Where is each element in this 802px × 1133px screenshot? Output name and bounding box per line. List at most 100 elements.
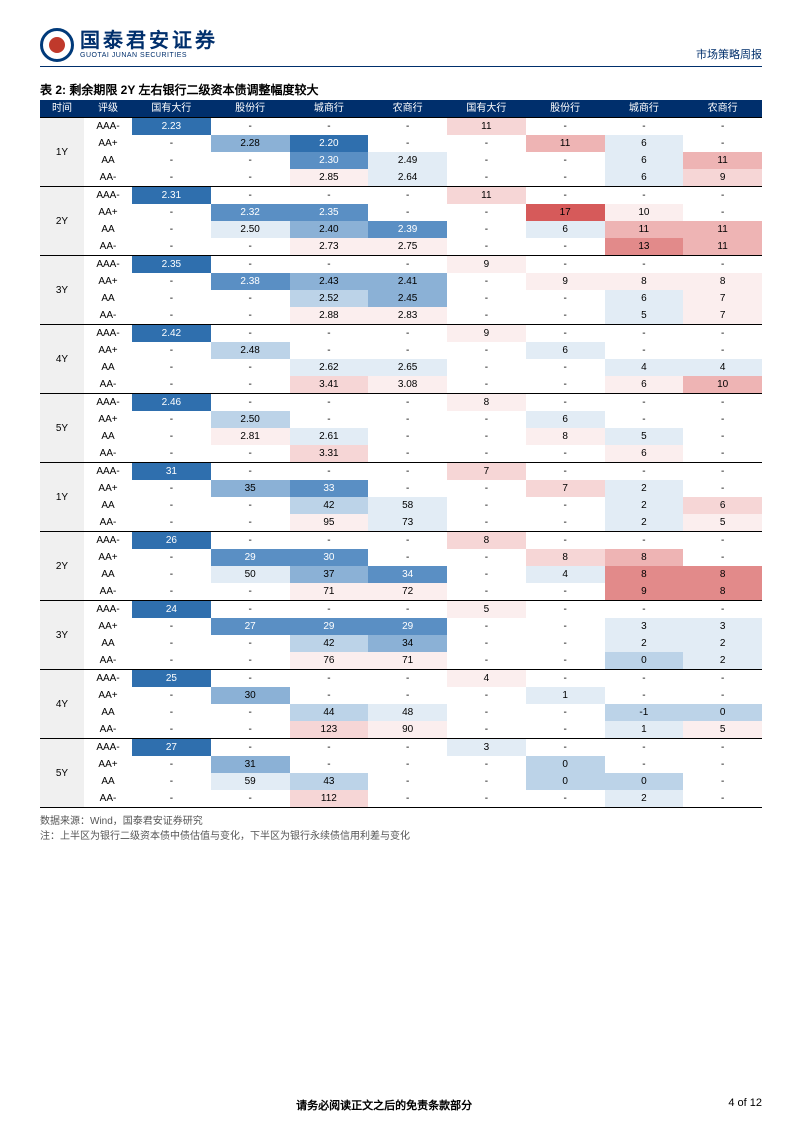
value-cell: 6	[526, 411, 605, 428]
value-cell: -	[605, 670, 684, 688]
value-cell: -	[132, 687, 211, 704]
grade-cell: AAA-	[84, 463, 132, 481]
grade-cell: AA-	[84, 583, 132, 601]
value-cell: -	[683, 342, 762, 359]
value-cell: 29	[368, 618, 447, 635]
value-cell: 3.31	[290, 445, 369, 463]
value-cell: 2.46	[132, 394, 211, 412]
value-cell: -	[211, 739, 290, 757]
value-cell: -	[132, 721, 211, 739]
value-cell: 8	[526, 428, 605, 445]
value-cell: -	[683, 790, 762, 808]
value-cell: 6	[526, 221, 605, 238]
value-cell: -	[211, 497, 290, 514]
value-cell: 2	[605, 480, 684, 497]
table-header-cell: 城商行	[605, 100, 684, 118]
table-header-cell: 股份行	[526, 100, 605, 118]
value-cell: -	[526, 514, 605, 532]
value-cell: 2	[605, 790, 684, 808]
logo-text-en: GUOTAI JUNAN SECURITIES	[80, 52, 218, 59]
value-cell: 10	[605, 204, 684, 221]
table-row: AA-5943--00-	[40, 773, 762, 790]
value-cell: -	[447, 376, 526, 394]
value-cell: 2.38	[211, 273, 290, 290]
value-cell: -	[526, 790, 605, 808]
value-cell: -	[683, 135, 762, 152]
value-cell: -	[368, 670, 447, 688]
value-cell: -	[132, 376, 211, 394]
value-cell: -	[605, 342, 684, 359]
table-row: AA+-2.322.35--1710-	[40, 204, 762, 221]
grade-cell: AA-	[84, 721, 132, 739]
value-cell: 5	[605, 307, 684, 325]
value-cell: 42	[290, 635, 369, 652]
value-cell: 0	[683, 704, 762, 721]
value-cell: 2	[605, 497, 684, 514]
value-cell: 3	[683, 618, 762, 635]
value-cell: 2.31	[132, 187, 211, 205]
grade-cell: AA-	[84, 790, 132, 808]
value-cell: -	[447, 497, 526, 514]
table-title: 表 2: 剩余期限 2Y 左右银行二级资本债调整幅度较大	[40, 81, 762, 98]
value-cell: -	[211, 359, 290, 376]
grade-cell: AA+	[84, 411, 132, 428]
value-cell: 4	[526, 566, 605, 583]
grade-cell: AA	[84, 635, 132, 652]
value-cell: -	[290, 342, 369, 359]
value-cell: -	[447, 428, 526, 445]
value-cell: -	[211, 394, 290, 412]
value-cell: -	[683, 739, 762, 757]
value-cell: 2.35	[290, 204, 369, 221]
grade-cell: AAA-	[84, 739, 132, 757]
value-cell: 2.81	[211, 428, 290, 445]
logo-icon	[40, 28, 74, 62]
value-cell: -	[368, 601, 447, 619]
value-cell: -	[132, 342, 211, 359]
value-cell: -	[605, 256, 684, 274]
table-row: AA---3.413.08--610	[40, 376, 762, 394]
value-cell: 5	[683, 721, 762, 739]
value-cell: 11	[447, 118, 526, 136]
table-row: 4YAAA-25---4---	[40, 670, 762, 688]
value-cell: 2.62	[290, 359, 369, 376]
value-cell: -	[368, 428, 447, 445]
value-cell: 27	[211, 618, 290, 635]
value-cell: -	[526, 601, 605, 619]
value-cell: -	[368, 463, 447, 481]
value-cell: -	[683, 773, 762, 790]
value-cell: 35	[211, 480, 290, 497]
value-cell: -	[683, 204, 762, 221]
value-cell: -	[132, 273, 211, 290]
table-header-cell: 评级	[84, 100, 132, 118]
value-cell: 7	[526, 480, 605, 497]
table-header-cell: 股份行	[211, 100, 290, 118]
value-cell: -	[605, 394, 684, 412]
table-row: 5YAAA-2.46---8---	[40, 394, 762, 412]
value-cell: -	[447, 221, 526, 238]
value-cell: 2	[605, 635, 684, 652]
value-cell: -	[447, 342, 526, 359]
value-cell: 2.30	[290, 152, 369, 169]
footer-page-number: 4 of 12	[728, 1097, 762, 1113]
table-row: 5YAAA-27---3---	[40, 739, 762, 757]
value-cell: -	[526, 721, 605, 739]
value-cell: 2.20	[290, 135, 369, 152]
value-cell: 3.41	[290, 376, 369, 394]
value-cell: -	[132, 704, 211, 721]
grade-cell: AA+	[84, 204, 132, 221]
value-cell: -	[132, 359, 211, 376]
grade-cell: AA+	[84, 549, 132, 566]
value-cell: -	[447, 687, 526, 704]
value-cell: 11	[683, 152, 762, 169]
time-cell: 2Y	[40, 187, 84, 256]
value-cell: 2.64	[368, 169, 447, 187]
value-cell: -	[211, 790, 290, 808]
value-cell: 2.65	[368, 359, 447, 376]
value-cell: 2.28	[211, 135, 290, 152]
value-cell: 24	[132, 601, 211, 619]
value-cell: -	[211, 652, 290, 670]
value-cell: -	[290, 256, 369, 274]
logo-text-cn: 国泰君安证券	[80, 31, 218, 52]
value-cell: -	[683, 428, 762, 445]
value-cell: 26	[132, 532, 211, 550]
